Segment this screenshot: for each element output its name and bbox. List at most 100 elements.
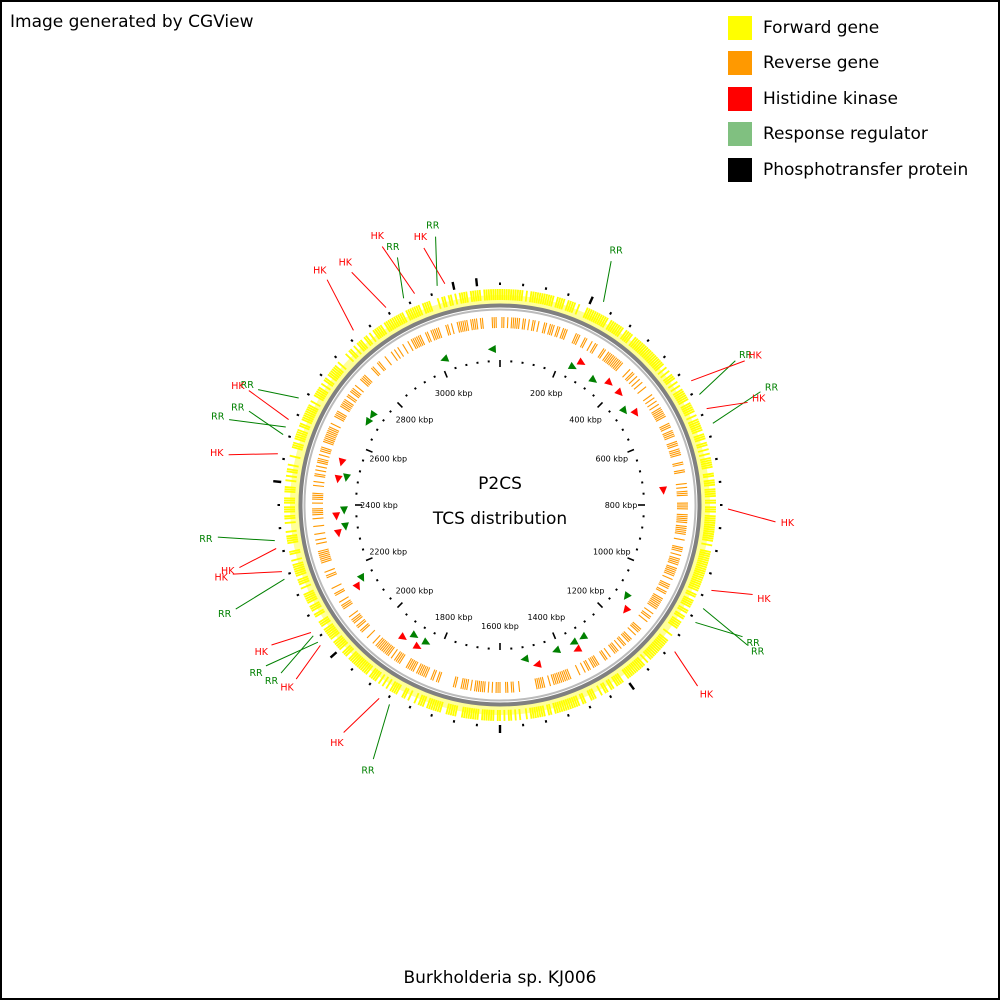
forward-gene-mark	[284, 488, 296, 491]
forward-gene-mark	[624, 333, 634, 344]
forward-gene-mark	[641, 348, 651, 358]
phosphotransfer-mark	[306, 392, 310, 396]
response-regulator-label: RR	[199, 534, 213, 545]
forward-gene-mark	[682, 597, 693, 604]
reverse-gene-mark	[487, 681, 490, 693]
phosphotransfer-mark	[646, 667, 650, 672]
forward-gene-mark	[655, 636, 666, 646]
forward-gene-mark	[368, 332, 377, 343]
forward-gene-mark	[292, 441, 305, 447]
forward-gene-mark	[690, 424, 702, 431]
reverse-gene-mark	[613, 361, 622, 371]
forward-gene-mark	[349, 348, 359, 358]
forward-gene-mark	[689, 581, 701, 588]
reverse-gene-mark	[676, 513, 688, 516]
phosphotransfer-mark	[408, 301, 412, 305]
forward-gene-mark	[485, 289, 489, 301]
ruler-tick-label: 3000 kbp	[435, 389, 473, 398]
reverse-gene-mark	[623, 631, 632, 640]
reverse-gene-mark	[415, 336, 422, 347]
response-regulator-marker	[365, 416, 374, 426]
ruler-minor-tick	[635, 548, 639, 551]
forward-gene-mark	[691, 428, 703, 435]
forward-gene-mark	[634, 342, 644, 352]
reverse-gene-mark	[317, 548, 329, 553]
forward-gene-mark	[324, 377, 335, 386]
forward-gene-mark	[704, 492, 716, 496]
reverse-gene-mark	[662, 429, 673, 436]
ruler-minor-tick	[433, 375, 436, 379]
reverse-gene-mark	[331, 583, 342, 590]
phosphotransfer-mark	[700, 593, 704, 597]
forward-gene-mark	[401, 687, 408, 698]
reverse-gene-mark	[462, 678, 466, 690]
phosphotransfer-mark	[368, 324, 372, 328]
reverse-gene-mark	[523, 318, 527, 330]
reverse-gene-mark	[334, 589, 346, 597]
reverse-gene-mark	[606, 354, 615, 365]
forward-gene-mark	[421, 696, 428, 707]
forward-gene-mark	[483, 289, 486, 301]
forward-gene-mark	[650, 358, 660, 367]
reverse-gene-mark	[317, 457, 329, 462]
forward-gene-mark	[377, 674, 386, 685]
legend-item-phosphotransfer-protein: Phosphotransfer protein	[728, 152, 968, 188]
forward-gene-mark	[657, 634, 668, 644]
phosphotransfer-mark	[700, 413, 704, 417]
reverse-gene-mark	[579, 662, 586, 673]
reverse-gene-mark	[626, 373, 635, 382]
forward-gene-mark	[680, 601, 691, 608]
forward-gene-mark	[298, 577, 309, 584]
reverse-gene-mark	[550, 324, 555, 336]
forward-gene-mark	[483, 709, 486, 721]
reverse-gene-mark	[676, 521, 688, 524]
histidine-kinase-leader	[381, 246, 416, 294]
forward-gene-mark	[323, 623, 334, 631]
forward-gene-mark	[348, 650, 358, 660]
reverse-gene-mark	[330, 422, 341, 429]
forward-gene-mark	[387, 319, 395, 331]
forward-gene-mark	[574, 695, 581, 707]
reverse-gene-mark	[676, 515, 688, 518]
forward-gene-mark	[436, 297, 442, 310]
phosphotransfer-mark	[387, 695, 391, 699]
response-regulator-marker	[339, 506, 348, 515]
reverse-gene-mark	[656, 586, 667, 593]
reverse-gene-mark	[340, 403, 351, 411]
reverse-gene-mark	[398, 654, 406, 665]
reverse-gene-mark	[675, 482, 687, 486]
histidine-kinase-label: HK	[330, 738, 344, 749]
forward-gene-mark	[518, 289, 522, 301]
backbone-ring	[298, 303, 702, 707]
reverse-gene-mark	[475, 318, 479, 330]
reverse-gene-mark	[658, 583, 669, 590]
reverse-gene-mark	[320, 448, 332, 453]
forward-gene-mark	[599, 683, 607, 694]
forward-gene-mark	[306, 408, 317, 415]
reverse-gene-mark	[321, 446, 332, 451]
forward-gene-mark	[359, 339, 369, 350]
phosphotransfer-mark	[282, 549, 286, 553]
reverse-gene-mark	[395, 652, 403, 662]
forward-gene-mark	[331, 368, 342, 377]
reverse-gene-mark	[609, 643, 618, 653]
forward-gene-mark	[644, 649, 654, 659]
reverse-gene-mark	[664, 569, 676, 575]
reverse-gene-mark	[407, 658, 414, 670]
forward-gene-mark	[687, 585, 699, 592]
reverse-gene-mark	[654, 413, 666, 421]
forward-gene-mark	[351, 653, 361, 664]
forward-gene-mark	[624, 666, 634, 677]
forward-gene-mark	[696, 443, 708, 449]
forward-gene-mark	[568, 301, 575, 313]
reverse-gene-mark	[668, 448, 680, 453]
ruler-minor-tick	[454, 366, 457, 370]
ruler-minor-tick	[615, 418, 618, 422]
reverse-gene-mark	[512, 681, 515, 693]
forward-gene-mark	[651, 641, 662, 651]
phosphotransfer-mark	[628, 324, 632, 328]
forward-gene-mark	[419, 695, 426, 707]
forward-gene-mark	[531, 291, 535, 303]
forward-gene-mark	[286, 538, 299, 542]
forward-gene-mark	[648, 356, 659, 366]
